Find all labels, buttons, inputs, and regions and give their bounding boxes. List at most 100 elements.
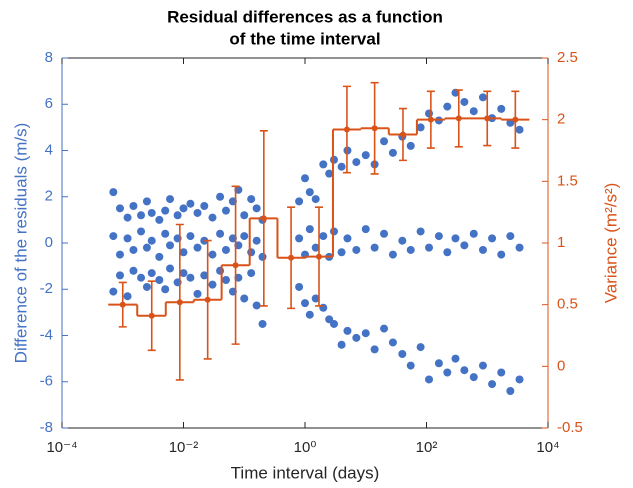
point xyxy=(352,245,361,254)
point xyxy=(337,340,346,349)
y-tick-label: -8 xyxy=(40,419,53,436)
y2-tick-label: 0.5 xyxy=(557,296,578,313)
point xyxy=(329,227,338,236)
y-tick-label: 6 xyxy=(45,95,53,112)
y-tick-label: -6 xyxy=(40,373,53,390)
point xyxy=(434,232,443,241)
point xyxy=(109,188,118,197)
point xyxy=(406,141,415,150)
point xyxy=(147,269,156,278)
point xyxy=(129,266,138,275)
point xyxy=(221,245,230,254)
point xyxy=(329,155,338,164)
point xyxy=(361,329,370,338)
point xyxy=(252,204,261,213)
point xyxy=(469,229,478,238)
y-tick-label: 4 xyxy=(45,141,53,158)
point xyxy=(506,118,515,127)
point xyxy=(488,380,497,389)
point xyxy=(179,248,188,257)
point xyxy=(352,333,361,342)
point xyxy=(380,229,389,238)
point xyxy=(161,285,170,294)
point xyxy=(469,373,478,382)
y-tick-label: 0 xyxy=(45,234,53,251)
y-axis-label: Difference of the residuals (m/s) xyxy=(11,123,30,364)
y2-tick-label: 1 xyxy=(557,234,565,251)
point xyxy=(380,137,389,146)
point xyxy=(179,269,188,278)
point xyxy=(247,195,256,204)
chart-title: of the time interval xyxy=(229,29,380,48)
point xyxy=(305,310,314,319)
point xyxy=(329,319,338,328)
point xyxy=(258,319,267,328)
point xyxy=(123,234,132,243)
point xyxy=(166,241,175,250)
point xyxy=(142,282,151,291)
point xyxy=(247,269,256,278)
point xyxy=(115,204,124,213)
point xyxy=(166,195,175,204)
point xyxy=(506,232,515,241)
point xyxy=(443,248,452,257)
marker xyxy=(148,312,155,319)
y2-tick-label: -0.5 xyxy=(557,419,583,436)
point xyxy=(443,102,452,111)
point xyxy=(240,294,249,303)
x-tick-label: 10² xyxy=(416,439,438,456)
point xyxy=(406,245,415,254)
x-tick-label: 10⁴ xyxy=(536,439,559,456)
marker xyxy=(288,254,295,261)
point xyxy=(252,301,261,310)
point xyxy=(406,361,415,370)
point xyxy=(370,243,379,252)
point xyxy=(155,252,164,261)
point xyxy=(416,123,425,132)
point xyxy=(301,174,309,183)
point xyxy=(416,227,425,236)
marker xyxy=(427,116,434,123)
point xyxy=(137,227,146,236)
point xyxy=(343,234,352,243)
point xyxy=(319,303,328,312)
point xyxy=(123,213,132,222)
point xyxy=(460,241,469,250)
point xyxy=(258,252,267,261)
point xyxy=(252,236,261,245)
point xyxy=(478,361,487,370)
point xyxy=(193,243,202,252)
point xyxy=(469,107,478,116)
point xyxy=(208,213,217,222)
point xyxy=(460,97,469,106)
point xyxy=(325,169,334,178)
point xyxy=(129,245,138,254)
point xyxy=(137,211,146,220)
y-tick-label: 2 xyxy=(45,188,53,205)
point xyxy=(343,326,352,335)
point xyxy=(155,215,164,224)
point xyxy=(451,354,460,363)
point xyxy=(388,338,397,347)
point xyxy=(398,350,407,358)
point xyxy=(216,192,225,201)
point xyxy=(434,359,443,368)
x-axis-label: Time interval (days) xyxy=(231,463,380,482)
point xyxy=(247,248,256,257)
point xyxy=(147,236,156,245)
y2-tick-label: 2 xyxy=(557,111,565,128)
point xyxy=(416,343,425,352)
point xyxy=(147,208,156,217)
point xyxy=(240,211,249,220)
point xyxy=(240,232,249,241)
point xyxy=(497,104,506,113)
point xyxy=(515,375,524,384)
point xyxy=(380,324,389,333)
point xyxy=(337,162,346,171)
point xyxy=(142,197,151,206)
point xyxy=(161,229,170,238)
point xyxy=(388,250,397,259)
point xyxy=(319,232,328,241)
point xyxy=(295,234,304,243)
